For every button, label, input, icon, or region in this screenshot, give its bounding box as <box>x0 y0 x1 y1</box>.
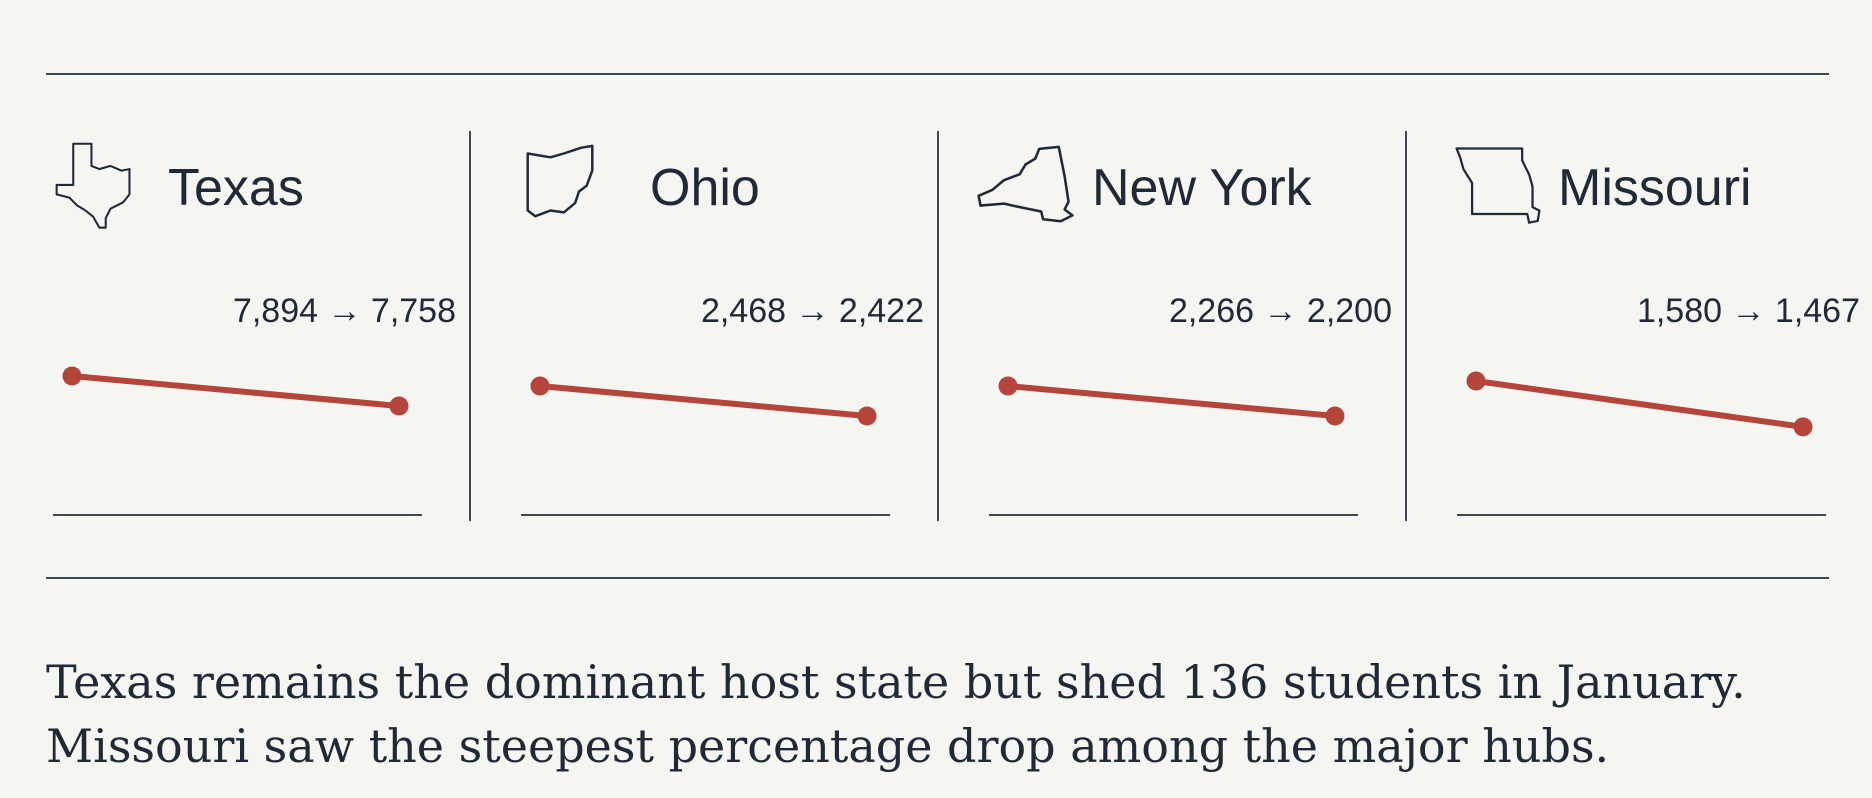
trend-line <box>1005 383 1338 419</box>
panel-baseline <box>53 514 422 516</box>
change-label: 2,468 → 2,422 <box>700 292 924 330</box>
state-name: Ohio <box>650 159 760 217</box>
trend-line <box>69 373 402 409</box>
bottom-rule <box>46 577 1829 579</box>
end-point <box>1325 406 1345 426</box>
missouri-outline-icon <box>1454 145 1542 227</box>
caption-line-2: Missouri saw the steepest percentage dro… <box>46 719 1610 773</box>
panel-baseline <box>1457 514 1826 516</box>
panel-divider <box>1405 131 1407 521</box>
sparkline <box>1466 371 1813 437</box>
panel-baseline <box>989 514 1358 516</box>
start-point <box>1466 371 1486 391</box>
start-point <box>62 366 82 386</box>
new-york-outline-icon <box>974 143 1078 231</box>
caption-line-1: Texas remains the dominant host state bu… <box>46 655 1746 709</box>
ohio-outline-icon <box>522 143 598 221</box>
state-panel: Ohio 2,468 → 2,422 <box>514 131 982 521</box>
state-panel: New York 2,266 → 2,200 <box>977 131 1450 521</box>
panel-baseline <box>521 514 890 516</box>
sparkline <box>530 376 877 426</box>
change-label: 2,266 → 2,200 <box>1168 292 1392 330</box>
caption: Texas remains the dominant host state bu… <box>46 650 1836 778</box>
start-point <box>530 376 550 396</box>
state-panel: Texas 7,894 → 7,758 <box>46 131 514 521</box>
trend-line <box>537 383 870 419</box>
texas-outline-icon <box>48 139 146 234</box>
state-name: Missouri <box>1558 159 1752 217</box>
start-point <box>998 376 1018 396</box>
top-rule <box>46 73 1829 75</box>
end-point <box>389 396 409 416</box>
state-name: New York <box>1092 159 1312 217</box>
trend-line <box>1473 378 1806 430</box>
change-label: 7,894 → 7,758 <box>232 292 456 330</box>
panel-divider <box>937 131 939 521</box>
sparkline <box>998 376 1345 426</box>
end-point <box>857 406 877 426</box>
panel-divider <box>469 131 471 521</box>
change-label: 1,580 → 1,467 <box>1636 292 1860 330</box>
state-panel: Missouri 1,580 → 1,467 <box>1450 131 1872 521</box>
sparkline <box>62 366 409 416</box>
state-name: Texas <box>168 159 304 217</box>
end-point <box>1793 417 1813 437</box>
